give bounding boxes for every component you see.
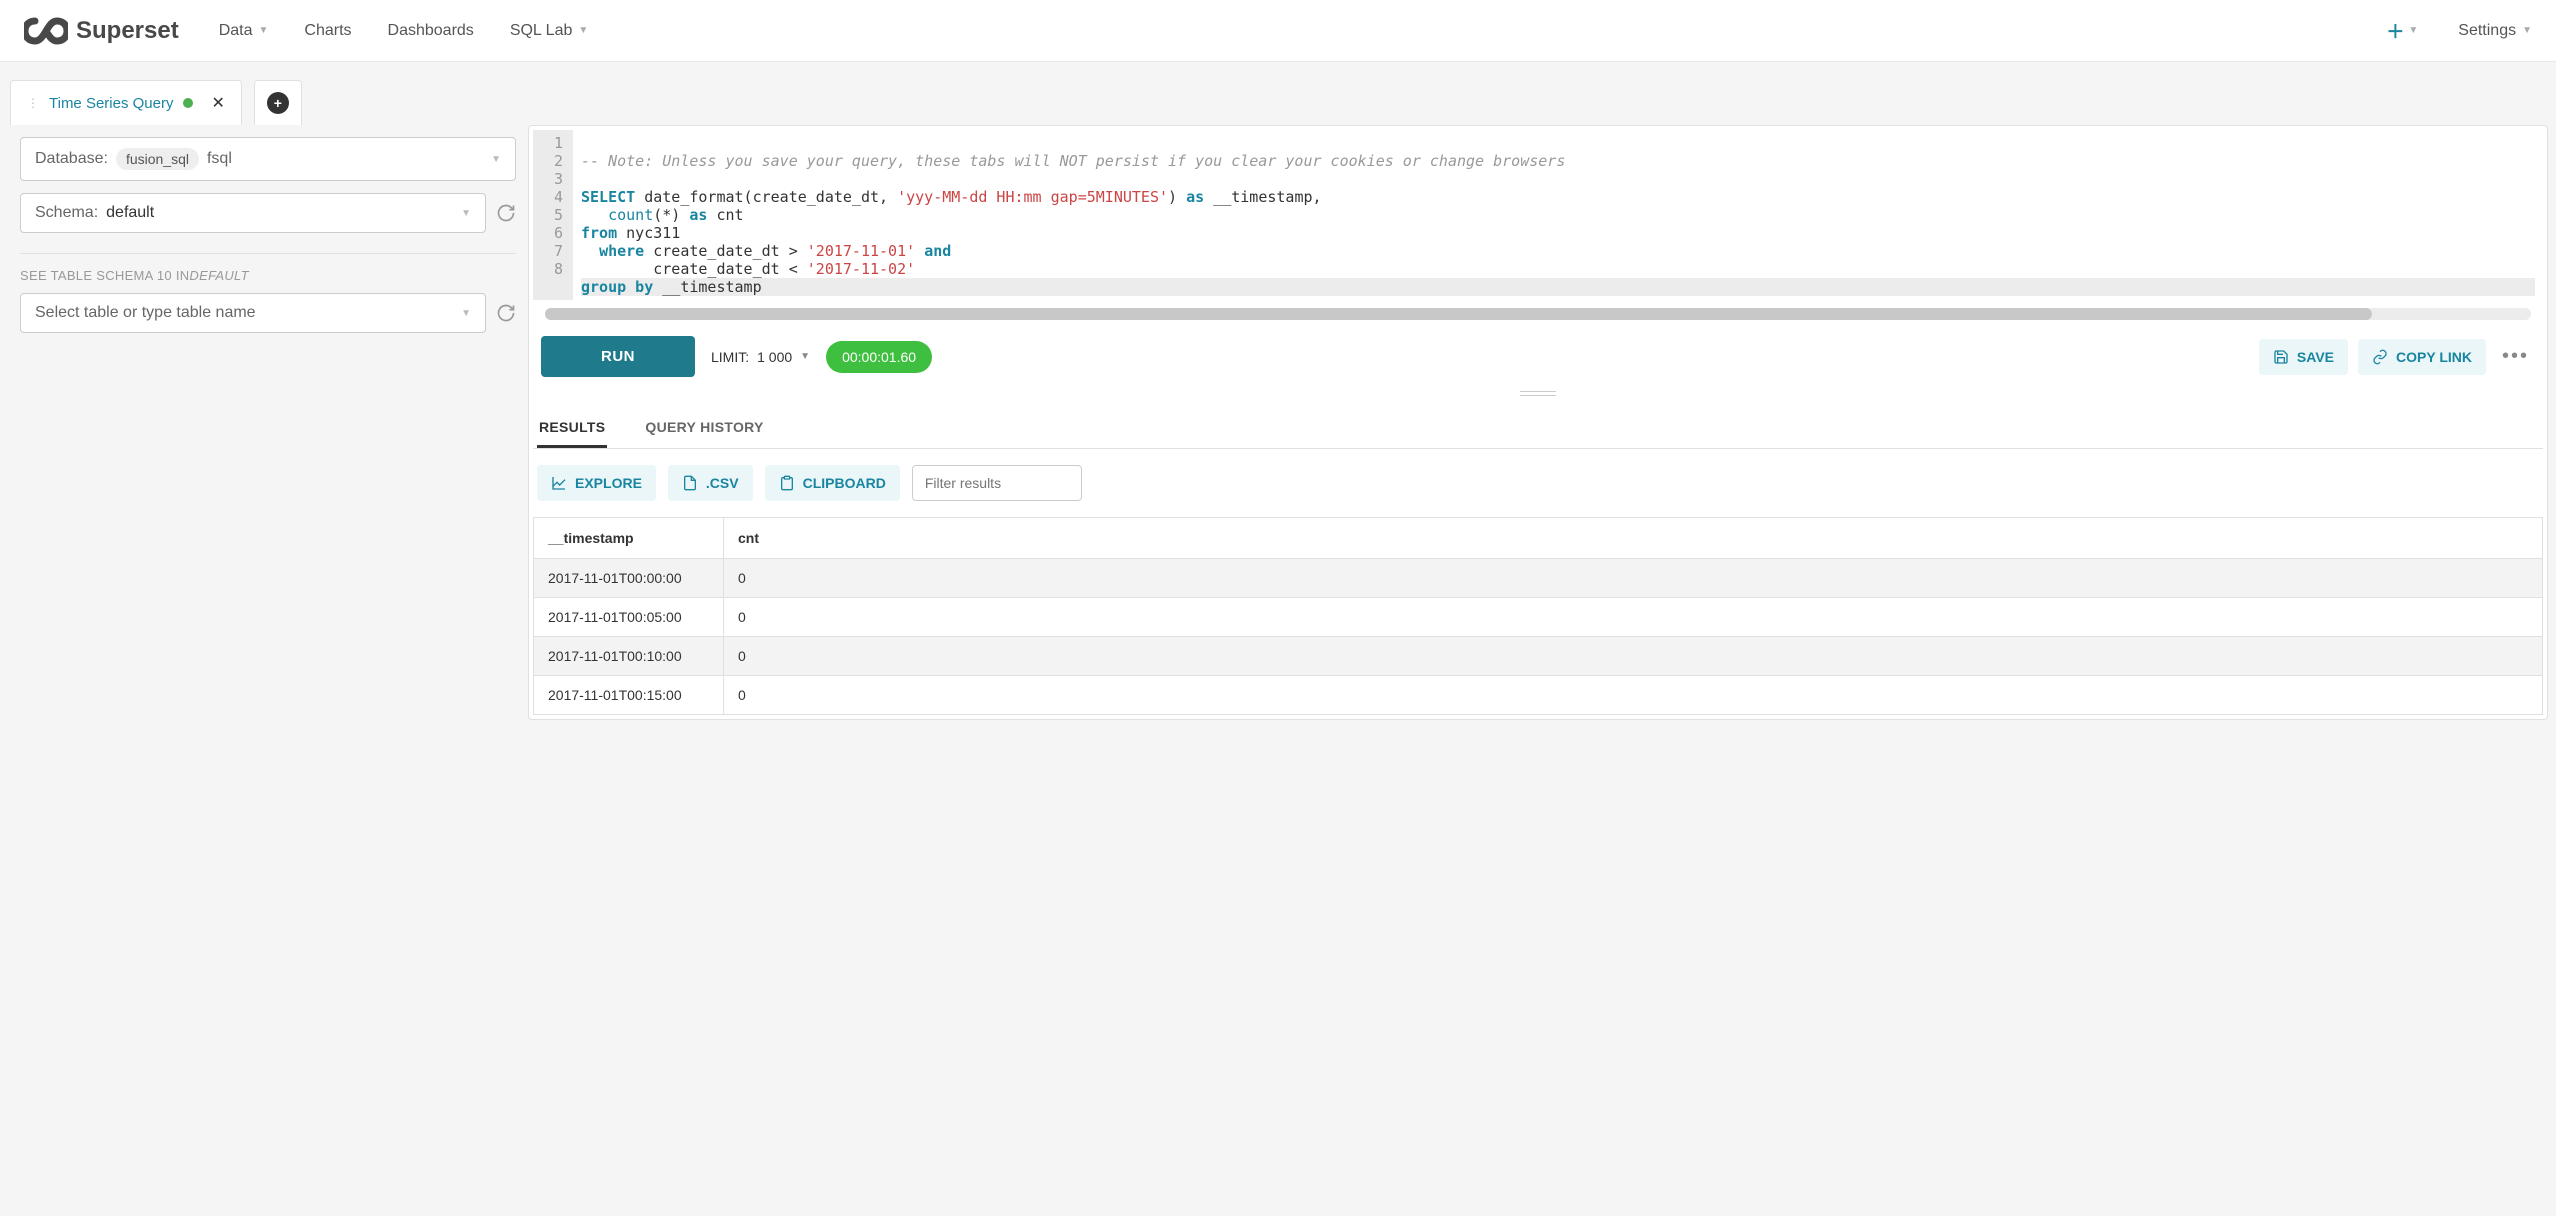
copy-link-button[interactable]: COPY LINK	[2358, 339, 2486, 375]
nav-right: ＋▼ Settings▼	[2386, 18, 2532, 44]
chevron-down-icon: ▼	[491, 154, 501, 165]
drag-handle-icon[interactable]: ⋮	[27, 96, 39, 110]
nav-links: Data▼ Charts Dashboards SQL Lab▼	[219, 22, 589, 40]
table-row[interactable]: 2017-11-01T00:15:000	[534, 676, 2543, 715]
editor-toolbar: RUN LIMIT: 1 000 ▼ 00:00:01.60 SAVE COPY…	[533, 328, 2543, 385]
line-gutter: 12345678	[533, 130, 573, 300]
results-table: __timestampcnt 2017-11-01T00:00:0002017-…	[533, 517, 2543, 715]
table-placeholder: Select table or type table name	[35, 304, 256, 322]
editor-h-scrollbar[interactable]	[545, 308, 2531, 320]
database-value: fsql	[207, 150, 232, 168]
table-cell: 0	[724, 637, 2543, 676]
tab-query-history[interactable]: QUERY HISTORY	[643, 409, 765, 448]
schema-select[interactable]: Schema: default ▼	[20, 193, 486, 233]
chart-icon	[551, 475, 567, 491]
chevron-down-icon: ▼	[2522, 25, 2532, 36]
column-header[interactable]: __timestamp	[534, 518, 724, 559]
nav-link-dashboards[interactable]: Dashboards	[388, 22, 474, 40]
brand[interactable]: Superset	[24, 17, 179, 45]
explore-button[interactable]: EXPLORE	[537, 465, 656, 501]
tab-title: Time Series Query	[49, 95, 173, 112]
close-tab-button[interactable]: ✕	[211, 93, 224, 113]
schema-label: Schema:	[35, 204, 98, 222]
nav-link-charts[interactable]: Charts	[304, 22, 351, 40]
table-cell: 2017-11-01T00:15:00	[534, 676, 724, 715]
editor-panel: 12345678 -- Note: Unless you save your q…	[528, 125, 2548, 720]
file-icon	[682, 475, 698, 491]
chevron-down-icon: ▼	[2408, 25, 2418, 36]
nav-link-sqllab[interactable]: SQL Lab▼	[510, 22, 588, 40]
csv-button[interactable]: .CSV	[668, 465, 753, 501]
limit-select[interactable]: LIMIT: 1 000 ▼	[711, 349, 810, 365]
left-sidebar: Database: fusion_sql fsql ▼ Schema: defa…	[8, 125, 528, 720]
table-cell: 2017-11-01T00:05:00	[534, 598, 724, 637]
chevron-down-icon: ▼	[461, 208, 471, 219]
chevron-down-icon: ▼	[259, 25, 269, 36]
top-nav: Superset Data▼ Charts Dashboards SQL Lab…	[0, 0, 2556, 62]
status-dot-icon	[183, 98, 193, 108]
clipboard-button[interactable]: CLIPBOARD	[765, 465, 900, 501]
plus-icon: +	[267, 92, 289, 114]
table-row[interactable]: 2017-11-01T00:00:000	[534, 559, 2543, 598]
table-cell: 0	[724, 598, 2543, 637]
refresh-schema-button[interactable]	[496, 203, 516, 223]
table-row[interactable]: 2017-11-01T00:05:000	[534, 598, 2543, 637]
chevron-down-icon: ▼	[800, 351, 810, 362]
table-select[interactable]: Select table or type table name ▼	[20, 293, 486, 333]
table-row[interactable]: 2017-11-01T00:10:000	[534, 637, 2543, 676]
logo-icon	[24, 17, 68, 45]
run-button[interactable]: RUN	[541, 336, 695, 377]
filter-results-input[interactable]	[912, 465, 1082, 501]
chevron-down-icon: ▼	[578, 25, 588, 36]
database-select[interactable]: Database: fusion_sql fsql ▼	[20, 137, 516, 181]
link-icon	[2372, 349, 2388, 365]
more-actions-button[interactable]: •••	[2496, 345, 2535, 368]
column-header[interactable]: cnt	[724, 518, 2543, 559]
results-tabs: RESULTS QUERY HISTORY	[533, 409, 2543, 449]
table-cell: 0	[724, 676, 2543, 715]
refresh-tables-button[interactable]	[496, 303, 516, 323]
brand-name: Superset	[76, 17, 179, 45]
save-icon	[2273, 349, 2289, 365]
new-button[interactable]: ＋▼	[2386, 18, 2418, 44]
tab-results[interactable]: RESULTS	[537, 409, 607, 448]
table-cell: 2017-11-01T00:00:00	[534, 559, 724, 598]
table-cell: 2017-11-01T00:10:00	[534, 637, 724, 676]
query-tabs: ⋮ Time Series Query ✕ +	[0, 62, 2556, 125]
sql-editor[interactable]: 12345678 -- Note: Unless you save your q…	[533, 130, 2543, 300]
add-tab-button[interactable]: +	[254, 80, 302, 125]
nav-link-data[interactable]: Data▼	[219, 22, 269, 40]
code-area[interactable]: -- Note: Unless you save your query, the…	[573, 130, 2543, 300]
chevron-down-icon: ▼	[461, 308, 471, 319]
results-panel: RESULTS QUERY HISTORY EXPLORE .CSV CLIPB…	[533, 401, 2543, 715]
result-actions: EXPLORE .CSV CLIPBOARD	[533, 449, 2543, 517]
schema-value: default	[106, 204, 154, 222]
query-tab[interactable]: ⋮ Time Series Query ✕	[10, 80, 242, 125]
database-label: Database:	[35, 150, 108, 168]
see-table-schema-label: SEE TABLE SCHEMA 10 INDEFAULT	[20, 268, 516, 283]
table-cell: 0	[724, 559, 2543, 598]
save-button[interactable]: SAVE	[2259, 339, 2348, 375]
resize-handle[interactable]	[533, 385, 2543, 401]
database-chip: fusion_sql	[116, 148, 199, 170]
nav-settings[interactable]: Settings▼	[2458, 22, 2532, 40]
clipboard-icon	[779, 475, 795, 491]
query-timer: 00:00:01.60	[826, 341, 932, 373]
